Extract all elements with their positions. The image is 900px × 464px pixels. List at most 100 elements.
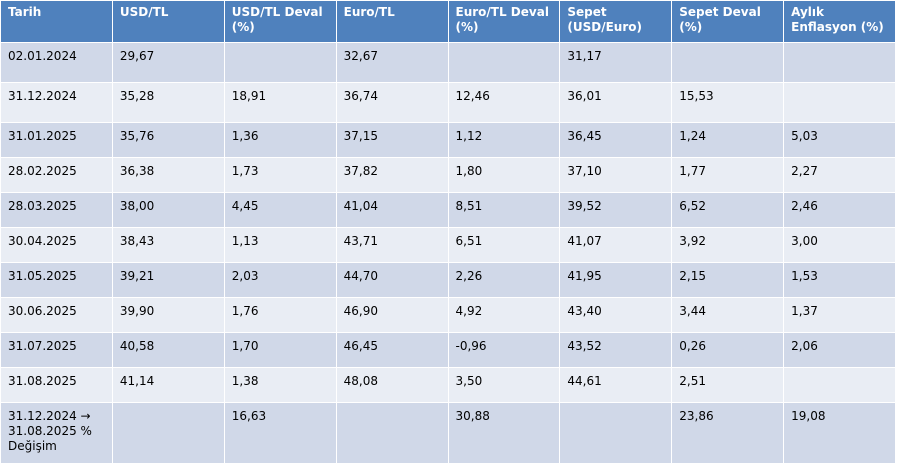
- value-cell: [783, 367, 896, 403]
- date-cell: 30.06.2025: [0, 297, 113, 333]
- value-cell: 41,95: [559, 262, 673, 298]
- value-cell: 16,63: [223, 402, 337, 464]
- value-cell: -0,96: [447, 332, 561, 368]
- value-cell: 18,91: [223, 82, 337, 123]
- value-cell: 1,24: [671, 122, 785, 158]
- value-cell: 1,12: [447, 122, 561, 158]
- value-cell: 43,40: [559, 297, 673, 333]
- date-cell: 31.05.2025: [0, 262, 113, 298]
- value-cell: 1,36: [223, 122, 337, 158]
- value-cell: 12,46: [447, 82, 561, 123]
- date-cell: 31.08.2025: [0, 367, 113, 403]
- value-cell: 41,07: [559, 227, 673, 263]
- table-row: 28.02.2025 36,38 1,73 37,82 1,80 37,10 1,77 2,2…: [0, 157, 896, 193]
- date-cell: 31.01.2025: [0, 122, 113, 158]
- value-cell: 38,43: [111, 227, 225, 263]
- value-cell: 4,92: [447, 297, 561, 333]
- value-cell: 29,67: [111, 42, 225, 83]
- table-row: 31.07.2025 40,58 1,70 46,45 -0,96 43,52 0,26 2,…: [0, 332, 896, 368]
- date-cell: 31.12.2024: [0, 82, 113, 123]
- value-cell: 2,26: [447, 262, 561, 298]
- value-cell: [223, 42, 337, 83]
- value-cell: 2,27: [783, 157, 896, 193]
- value-cell: 2,03: [223, 262, 337, 298]
- value-cell: 35,76: [111, 122, 225, 158]
- value-cell: 1,37: [783, 297, 896, 333]
- value-cell: 37,15: [335, 122, 449, 158]
- value-cell: 40,58: [111, 332, 225, 368]
- value-cell: 3,92: [671, 227, 785, 263]
- value-cell: 43,71: [335, 227, 449, 263]
- value-cell: [335, 402, 449, 464]
- value-cell: 2,51: [671, 367, 785, 403]
- value-cell: 38,00: [111, 192, 225, 228]
- header-cell: Sepet Deval (%): [671, 0, 785, 43]
- value-cell: 1,77: [671, 157, 785, 193]
- value-cell: 39,21: [111, 262, 225, 298]
- header-row: Tarih USD/TL USD/TL Deval (%) Euro/TL Euro/T…: [0, 0, 896, 43]
- value-cell: 1,70: [223, 332, 337, 368]
- value-cell: 1,73: [223, 157, 337, 193]
- value-cell: 8,51: [447, 192, 561, 228]
- value-cell: 2,06: [783, 332, 896, 368]
- table-body: 02.01.2024 29,67 32,67 31,17 31.12.2024 35,28…: [0, 42, 896, 464]
- value-cell: 36,45: [559, 122, 673, 158]
- table-row: 31.08.2025 41,14 1,38 48,08 3,50 44,61 2,51: [0, 367, 896, 403]
- value-cell: 0,26: [671, 332, 785, 368]
- header-cell: Sepet (USD/Euro): [559, 0, 673, 43]
- value-cell: 43,52: [559, 332, 673, 368]
- value-cell: 3,00: [783, 227, 896, 263]
- value-cell: 44,70: [335, 262, 449, 298]
- header-cell: Euro/TL: [335, 0, 449, 43]
- value-cell: 1,53: [783, 262, 896, 298]
- value-cell: [783, 82, 896, 123]
- value-cell: 1,76: [223, 297, 337, 333]
- value-cell: 3,44: [671, 297, 785, 333]
- value-cell: 2,46: [783, 192, 896, 228]
- table-row: 31.12.2024 → 31.08.2025 % Değişim 16,63 30…: [0, 402, 896, 464]
- value-cell: 37,82: [335, 157, 449, 193]
- table-row: 31.01.2025 35,76 1,36 37,15 1,12 36,45 1,24 5,0…: [0, 122, 896, 158]
- table-row: 28.03.2025 38,00 4,45 41,04 8,51 39,52 6,52 2,4…: [0, 192, 896, 228]
- value-cell: 15,53: [671, 82, 785, 123]
- value-cell: 1,38: [223, 367, 337, 403]
- value-cell: 44,61: [559, 367, 673, 403]
- header-cell: Aylık Enflasyon (%): [783, 0, 896, 43]
- header-cell: Tarih: [0, 0, 113, 43]
- table-row: 30.04.2025 38,43 1,13 43,71 6,51 41,07 3,92 3,0…: [0, 227, 896, 263]
- value-cell: [111, 402, 225, 464]
- table-row: 31.05.2025 39,21 2,03 44,70 2,26 41,95 2,15 1,5…: [0, 262, 896, 298]
- header-cell: Euro/TL Deval (%): [447, 0, 561, 43]
- value-cell: 39,90: [111, 297, 225, 333]
- value-cell: 1,13: [223, 227, 337, 263]
- header-cell: USD/TL Deval (%): [223, 0, 337, 43]
- date-cell: 30.04.2025: [0, 227, 113, 263]
- date-cell: 31.12.2024 → 31.08.2025 % Değişim: [0, 402, 113, 464]
- value-cell: [671, 42, 785, 83]
- table-head: Tarih USD/TL USD/TL Deval (%) Euro/TL Euro/T…: [0, 0, 896, 43]
- table-row: 02.01.2024 29,67 32,67 31,17: [0, 42, 896, 83]
- table-row: 30.06.2025 39,90 1,76 46,90 4,92 43,40 3,44 1,3…: [0, 297, 896, 333]
- value-cell: 19,08: [783, 402, 896, 464]
- value-cell: [447, 42, 561, 83]
- value-cell: 36,01: [559, 82, 673, 123]
- value-cell: 32,67: [335, 42, 449, 83]
- value-cell: 23,86: [671, 402, 785, 464]
- value-cell: 41,04: [335, 192, 449, 228]
- value-cell: 39,52: [559, 192, 673, 228]
- value-cell: 6,52: [671, 192, 785, 228]
- value-cell: 36,74: [335, 82, 449, 123]
- date-cell: 28.02.2025: [0, 157, 113, 193]
- value-cell: 6,51: [447, 227, 561, 263]
- value-cell: 46,45: [335, 332, 449, 368]
- value-cell: 3,50: [447, 367, 561, 403]
- value-cell: 30,88: [447, 402, 561, 464]
- date-cell: 28.03.2025: [0, 192, 113, 228]
- value-cell: 5,03: [783, 122, 896, 158]
- value-cell: 48,08: [335, 367, 449, 403]
- value-cell: 31,17: [559, 42, 673, 83]
- header-cell: USD/TL: [111, 0, 225, 43]
- table-row: 31.12.2024 35,28 18,91 36,74 12,46 36,01 15,53: [0, 82, 896, 123]
